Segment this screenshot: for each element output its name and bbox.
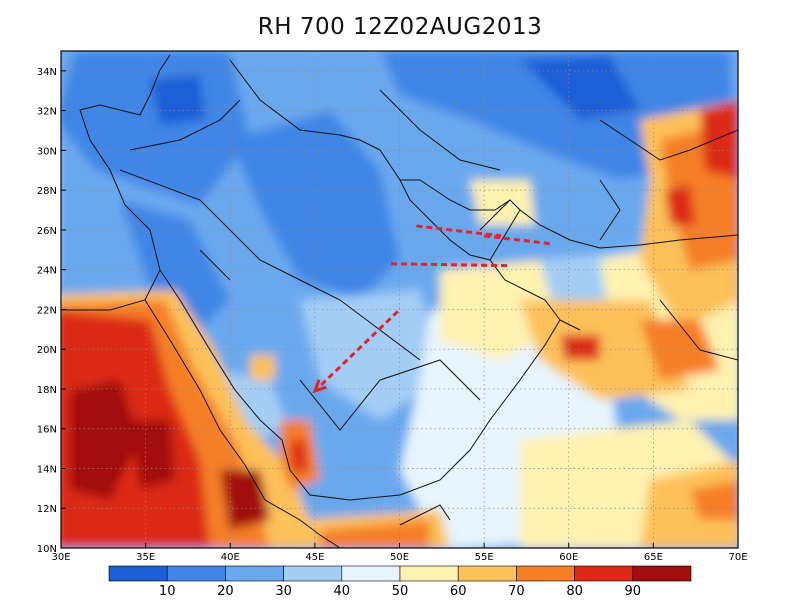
map-title: RH 700 12Z02AUG2013 bbox=[257, 14, 543, 40]
lat-tick-label: 12N bbox=[37, 504, 57, 515]
colorbar-swatch bbox=[283, 565, 343, 582]
annotation-arrow-shaft bbox=[313, 310, 399, 393]
colorbar-swatch bbox=[225, 565, 284, 582]
lon-tick-label: 35E bbox=[136, 552, 155, 563]
lat-tick-label: 28N bbox=[37, 186, 57, 197]
colorbar-label: 90 bbox=[625, 584, 642, 599]
colorbar-label: 30 bbox=[275, 584, 292, 599]
lat-tick-label: 14N bbox=[37, 464, 57, 475]
colorbar-label: 10 bbox=[159, 584, 176, 599]
lat-tick-label: 26N bbox=[37, 226, 57, 237]
lat-tick-label: 30N bbox=[37, 146, 57, 157]
lat-tick-label: 24N bbox=[37, 266, 57, 277]
lon-tick-label: 65E bbox=[644, 552, 663, 563]
annotation-dashed-line bbox=[483, 234, 552, 246]
lon-tick-label: 50E bbox=[390, 552, 409, 563]
coastlines bbox=[61, 54, 738, 548]
colorbar-label: 70 bbox=[508, 584, 525, 599]
lon-tick-label: 30E bbox=[51, 552, 70, 563]
lon-tick-label: 70E bbox=[728, 552, 747, 563]
lat-tick-label: 34N bbox=[37, 67, 57, 78]
lat-tick-label: 10N bbox=[37, 544, 57, 555]
lon-tick-label: 55E bbox=[475, 552, 494, 563]
colorbar-label: 60 bbox=[450, 584, 467, 599]
lon-tick-label: 60E bbox=[559, 552, 578, 563]
lon-tick-label: 40E bbox=[221, 552, 240, 563]
colorbar-swatch bbox=[457, 565, 517, 582]
colorbar-swatch bbox=[108, 565, 168, 582]
lat-tick-label: 32N bbox=[37, 107, 57, 118]
lat-tick-label: 18N bbox=[37, 385, 57, 396]
axis-ticks: 30E 35E 40E 45E 50E 55E 60E 65E 70E 10N 12N 14N 16N 1… bbox=[37, 67, 748, 563]
colorbar-swatch bbox=[574, 565, 634, 582]
lon-tick-label: 45E bbox=[305, 552, 324, 563]
colorbar-label: 80 bbox=[566, 584, 583, 599]
lat-tick-label: 22N bbox=[37, 305, 57, 316]
colorbar-label: 40 bbox=[334, 584, 351, 599]
colorbar-swatch bbox=[166, 565, 226, 582]
colorbar-swatch bbox=[399, 565, 459, 582]
colorbar-swatch bbox=[341, 565, 401, 582]
colorbar-label: 20 bbox=[217, 584, 234, 599]
annotation-dashed-line bbox=[416, 224, 502, 238]
colorbar-label: 50 bbox=[392, 584, 409, 599]
colorbar-swatch bbox=[632, 565, 692, 582]
colorbar-swatch bbox=[516, 565, 575, 582]
rh-field bbox=[61, 51, 738, 548]
colorbar: 10 20 30 40 50 60 70 80 90 bbox=[108, 565, 692, 599]
annotations bbox=[312, 224, 552, 394]
lat-tick-label: 20N bbox=[37, 345, 57, 356]
annotation-arrow-head bbox=[312, 379, 327, 394]
lat-tick-label: 16N bbox=[37, 425, 57, 436]
